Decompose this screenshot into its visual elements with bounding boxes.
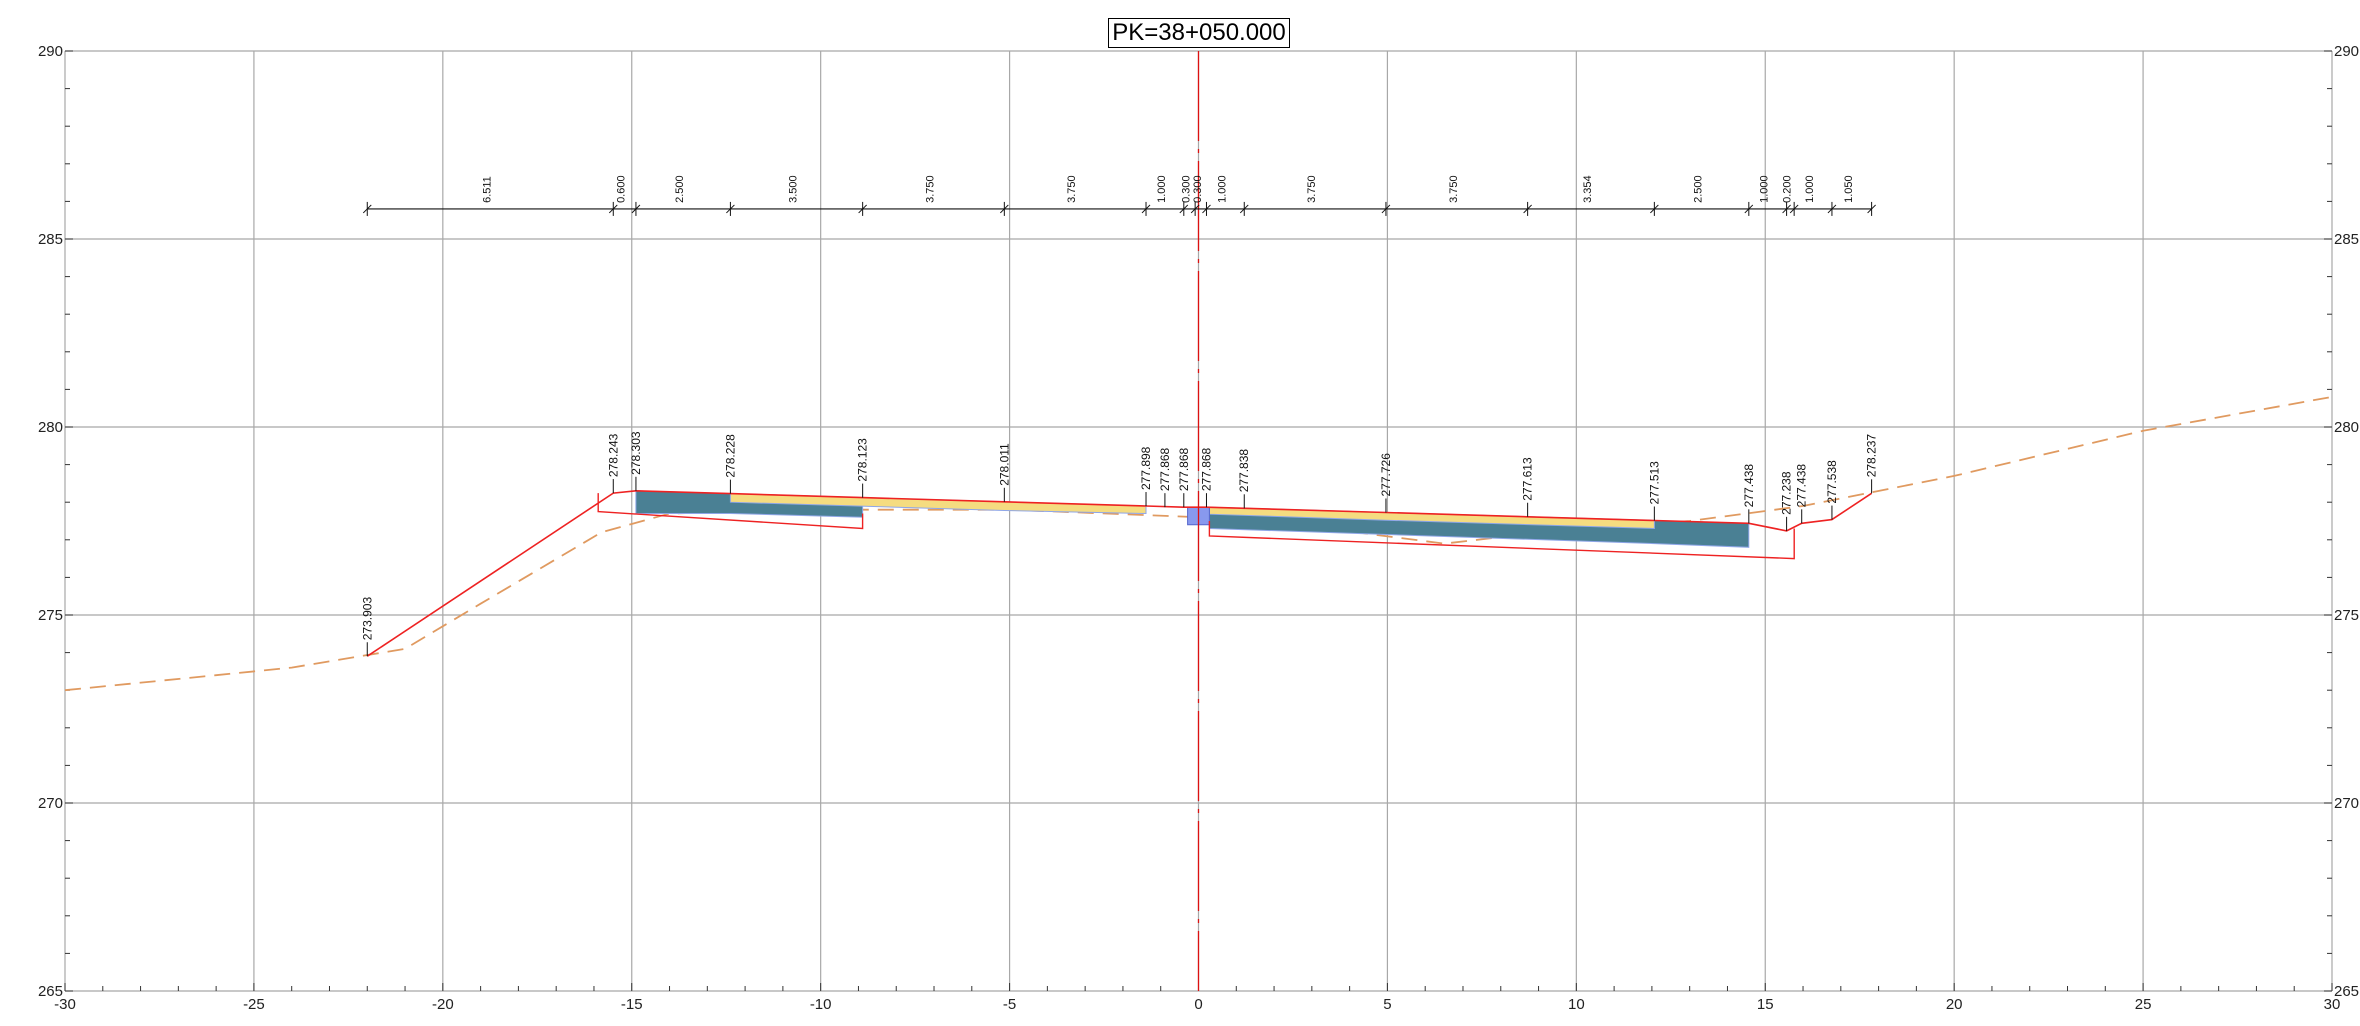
x-tick-label: 25 [2135, 996, 2152, 1013]
x-tick-label: -10 [810, 996, 832, 1013]
dimension-label: 0.300 [1192, 175, 1204, 203]
design-outline [366, 489, 1873, 657]
subgrade-right [1208, 521, 1795, 560]
dimension-label: 0.300 [1180, 175, 1192, 203]
elevation-label: 277.438 [1742, 464, 1756, 508]
dimension-label: 0.600 [616, 175, 628, 203]
elevation-label: 277.726 [1379, 453, 1393, 497]
existing-ground-line [64, 396, 2333, 692]
y-tick-label-left: 285 [38, 231, 63, 248]
x-tick-label: 5 [1383, 996, 1391, 1013]
y-tick-label-right: 290 [2334, 43, 2359, 60]
dimension-slash [999, 204, 1009, 214]
y-tick-label-right: 280 [2334, 419, 2359, 436]
y-tick-label-right: 265 [2334, 983, 2359, 1000]
dimension-slash [1523, 204, 1532, 214]
dimension-label: 3.750 [1448, 175, 1460, 203]
y-tick-label-right: 270 [2334, 795, 2359, 812]
dimension-slash [608, 204, 618, 214]
x-tick-label: 0 [1194, 996, 1202, 1013]
x-tick-label: 10 [1568, 996, 1585, 1013]
x-tick-label: 20 [1946, 996, 1963, 1013]
dimension-slash [1827, 204, 1837, 214]
elevation-label: 277.868 [1158, 447, 1172, 491]
dimension-label: 1.050 [1843, 175, 1855, 203]
elevation-label: 277.898 [1139, 446, 1153, 490]
dimension-label: 2.500 [1693, 175, 1705, 203]
x-tick-label: -20 [432, 996, 454, 1013]
dimension-label: 0.200 [1781, 175, 1793, 203]
dimension-slash [362, 204, 372, 214]
station-title: PK=38+050.000 [1108, 18, 1290, 48]
dimension-slash [726, 204, 735, 214]
elevation-label: 278.011 [997, 443, 1011, 486]
elevation-label: 278.123 [856, 438, 870, 482]
dimension-slash [1239, 204, 1249, 214]
dimension-slash [1744, 204, 1754, 214]
x-tick-label: 30 [2324, 996, 2341, 1013]
dimension-slash [1789, 204, 1799, 214]
elevation-label: 277.438 [1795, 464, 1809, 508]
x-tick-label: -25 [243, 996, 265, 1013]
dimension-slash [1202, 204, 1211, 214]
dimension-label: 3.354 [1582, 175, 1594, 203]
axis-ticks [64, 50, 2333, 992]
dimension-slash [1782, 204, 1791, 214]
dimension-slash [858, 204, 867, 214]
dimension-label: 1.000 [1804, 175, 1816, 203]
x-tick-label: 15 [1757, 996, 1774, 1013]
dimension-slash [1867, 204, 1876, 214]
elevation-label: 277.868 [1199, 447, 1213, 491]
elevation-label: 277.513 [1647, 461, 1661, 505]
y-tick-label-right: 275 [2334, 607, 2359, 624]
y-tick-label-left: 280 [38, 419, 63, 436]
dimension-label: 3.750 [1306, 175, 1318, 203]
y-tick-label-left: 290 [38, 43, 63, 60]
y-tick-label-right: 285 [2334, 231, 2359, 248]
dimension-label: 2.500 [674, 175, 686, 203]
dimension-label: 3.500 [788, 175, 800, 203]
dimension-label: 3.750 [924, 175, 936, 203]
x-tick-label: -15 [621, 996, 643, 1013]
x-tick-label: -30 [54, 996, 76, 1013]
dimension-label: 1.000 [1759, 175, 1771, 203]
dimension-slash [1381, 204, 1391, 214]
x-tick-label: -5 [1003, 996, 1016, 1013]
elevation-label: 278.228 [723, 434, 737, 478]
dimension-label: 3.750 [1066, 175, 1078, 203]
dimension-slash [1190, 204, 1200, 214]
elevation-label: 277.238 [1780, 471, 1794, 515]
elevation-label: 277.868 [1177, 447, 1191, 491]
elevation-label: 277.613 [1521, 457, 1535, 501]
elevation-labels: 273.903 278.243 278.303 278.228 278.123 278.0… [360, 431, 1879, 657]
y-tick-label-left: 270 [38, 795, 63, 812]
elevation-label: 277.838 [1237, 449, 1251, 493]
dimension-label: 1.000 [1156, 175, 1168, 203]
dimension-label: 6.511 [481, 176, 493, 203]
y-tick-label-left: 265 [38, 983, 63, 1000]
existing-ground-profile [64, 396, 2333, 692]
elevation-label: 278.303 [629, 431, 643, 475]
dimension-line: 6.511 0.600 2.500 3.500 3.750 3.750 1.000 0.300… [362, 175, 1876, 216]
dimension-slash [631, 204, 641, 214]
subgrade-left [597, 493, 864, 530]
dimension-slash [1179, 204, 1189, 214]
dimension-slash [1141, 204, 1151, 214]
elevation-label: 277.538 [1825, 460, 1839, 504]
elevation-label: 273.903 [360, 597, 374, 641]
elevation-label: 278.243 [606, 433, 620, 477]
dimension-slash [1650, 204, 1659, 214]
dimension-label: 1.000 [1216, 175, 1228, 203]
design-surface-line [366, 489, 1873, 657]
elevation-label: 278.237 [1865, 434, 1879, 478]
y-tick-label-left: 275 [38, 607, 63, 624]
